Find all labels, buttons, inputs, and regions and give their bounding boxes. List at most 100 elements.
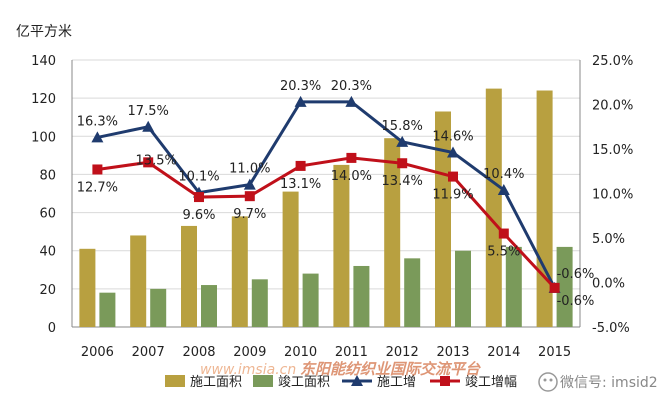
x-tick-label: 2007 bbox=[132, 345, 165, 360]
data-label-completed-growth: 13.1% bbox=[280, 177, 321, 192]
bar-completed-area bbox=[201, 285, 217, 327]
marker-square bbox=[397, 158, 408, 169]
marker-triangle bbox=[91, 131, 104, 143]
y2-tick-label: 5.0% bbox=[592, 232, 625, 247]
bar-completed-area bbox=[150, 288, 167, 327]
marker-square bbox=[498, 228, 509, 239]
bar-construction-area bbox=[282, 191, 299, 327]
legend-marker-construction-growth bbox=[351, 375, 363, 386]
marker-square bbox=[143, 157, 154, 168]
wechat-icon-eye-right bbox=[549, 378, 553, 382]
x-tick-label: 2011 bbox=[335, 345, 368, 360]
data-label-completed-growth: 11.9% bbox=[432, 188, 473, 203]
bar-construction-area bbox=[485, 88, 502, 327]
data-label-construction-growth: -0.6% bbox=[557, 267, 595, 282]
bar-completed-area bbox=[302, 273, 319, 327]
marker-triangle bbox=[142, 120, 155, 132]
x-tick-label: 2014 bbox=[487, 345, 520, 360]
y-axis-label: 亿平方米 bbox=[16, 24, 72, 40]
bar-construction-area bbox=[384, 138, 401, 327]
line-construction-growth bbox=[97, 100, 556, 289]
marker-triangle bbox=[396, 135, 409, 147]
bar-completed-area bbox=[353, 265, 370, 327]
legend-label-construction-growth: 施工增 bbox=[377, 375, 416, 390]
y-tick-label: 120 bbox=[31, 92, 56, 107]
data-label-completed-growth: 9.6% bbox=[182, 208, 215, 223]
marker-triangle bbox=[243, 178, 256, 190]
x-tick-label: 2013 bbox=[436, 345, 469, 360]
y-tick-label: 40 bbox=[39, 245, 56, 260]
bar-completed-area bbox=[455, 250, 471, 327]
data-label-construction-growth: 15.8% bbox=[382, 119, 423, 134]
bar-construction-area bbox=[231, 216, 248, 327]
data-label-construction-growth: 20.3% bbox=[331, 79, 372, 94]
y2-tick-label: 25.0% bbox=[592, 54, 633, 69]
y-tick-label: 140 bbox=[31, 54, 56, 69]
marker-triangle bbox=[447, 146, 459, 158]
y-tick-label: 20 bbox=[39, 283, 56, 298]
y-tick-label: 60 bbox=[39, 207, 56, 222]
y2-tick-label: 10.0% bbox=[592, 188, 633, 203]
marker-square bbox=[549, 282, 560, 293]
marker-square bbox=[295, 160, 306, 171]
data-label-completed-growth: 13.4% bbox=[382, 174, 423, 189]
data-label-completed-growth: 9.7% bbox=[233, 207, 266, 222]
marker-square bbox=[194, 192, 204, 203]
legend-swatch-construction-area bbox=[165, 375, 185, 387]
y2-tick-label: -5.0% bbox=[592, 321, 630, 336]
legend-marker-completed-growth bbox=[440, 376, 450, 386]
bar-completed-area bbox=[404, 258, 421, 327]
x-tick-label: 2015 bbox=[538, 345, 571, 360]
bar-construction-area bbox=[536, 90, 553, 327]
legend-swatch-completed-area bbox=[253, 375, 273, 387]
data-label-construction-growth: 16.3% bbox=[77, 114, 118, 129]
bar-completed-area bbox=[505, 246, 522, 327]
marker-square bbox=[448, 171, 458, 182]
data-label-construction-growth: 10.1% bbox=[178, 170, 219, 185]
x-tick-label: 2010 bbox=[284, 345, 317, 360]
line-completed-growth bbox=[97, 156, 556, 289]
bar-completed-area bbox=[251, 279, 268, 327]
legend-label-construction-area: 施工面积 bbox=[190, 375, 242, 390]
marker-square bbox=[244, 191, 255, 202]
legend-label-completed-growth: 竣工增幅 bbox=[465, 375, 517, 390]
data-label-completed-growth: 12.7% bbox=[77, 180, 118, 195]
marker-square bbox=[346, 152, 357, 163]
wechat-icon bbox=[538, 372, 558, 392]
data-label-completed-growth: 5.5% bbox=[487, 245, 520, 260]
watermark-org: 东阳能纺织业国际交流平台 bbox=[300, 360, 481, 378]
y2-tick-label: 0.0% bbox=[592, 277, 625, 292]
bar-construction-area bbox=[435, 111, 451, 327]
data-label-construction-growth: 17.5% bbox=[128, 104, 169, 119]
x-tick-label: 2012 bbox=[386, 345, 419, 360]
y-tick-label: 100 bbox=[31, 130, 56, 145]
watermark-site: www.imsia.cn bbox=[200, 362, 296, 378]
bar-completed-area bbox=[556, 246, 573, 327]
bar-completed-area bbox=[99, 292, 116, 327]
data-label-construction-growth: 20.3% bbox=[280, 79, 321, 94]
legend-label-completed-area: 竣工面积 bbox=[278, 375, 330, 390]
wechat-icon-eye-left bbox=[543, 378, 547, 382]
x-tick-label: 2009 bbox=[233, 345, 266, 360]
x-tick-label: 2008 bbox=[182, 345, 215, 360]
y-tick-label: 80 bbox=[39, 168, 56, 183]
bar-construction-area bbox=[79, 248, 96, 327]
data-label-construction-growth: 14.6% bbox=[432, 130, 473, 145]
bar-construction-area bbox=[181, 225, 197, 327]
bar-construction-area bbox=[130, 235, 147, 327]
x-tick-label: 2006 bbox=[81, 345, 114, 360]
data-label-construction-growth: 11.0% bbox=[229, 162, 270, 177]
data-label-completed-growth: 13.5% bbox=[136, 153, 177, 168]
data-label-completed-growth: 14.0% bbox=[331, 169, 372, 184]
marker-square bbox=[92, 164, 103, 175]
data-label-completed-growth: -0.6% bbox=[557, 294, 595, 309]
y2-tick-label: 20.0% bbox=[592, 99, 633, 114]
marker-triangle bbox=[497, 183, 510, 195]
y-tick-label: 0 bbox=[48, 321, 56, 336]
marker-triangle bbox=[345, 95, 358, 107]
y2-tick-label: 15.0% bbox=[592, 143, 633, 158]
marker-triangle bbox=[294, 95, 307, 107]
watermark-wechat: 微信号: imsid2010 bbox=[560, 375, 658, 391]
